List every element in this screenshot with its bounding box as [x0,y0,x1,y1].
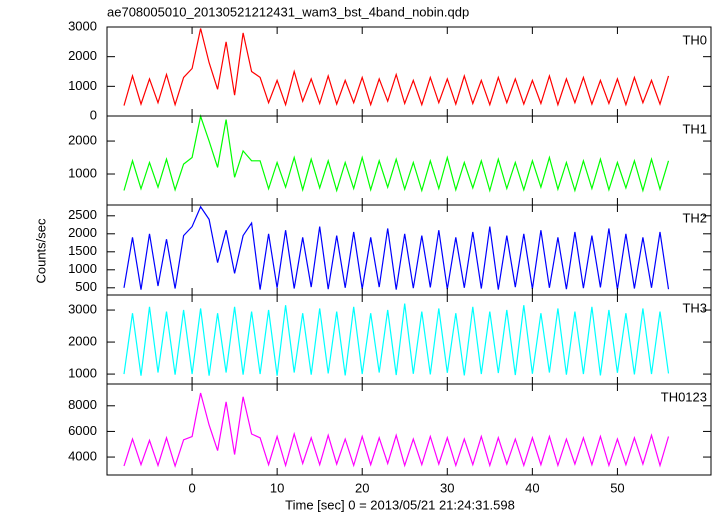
x-tick-label: 10 [270,480,284,495]
light-curve [123,303,670,376]
x-tick-label: 20 [355,480,369,495]
y-tick-label: 2000 [68,225,97,240]
light-curve [123,205,670,290]
y-tick-label: 8000 [68,397,97,412]
light-curve [123,114,670,193]
y-tick-label: 500 [75,279,97,294]
y-tick-label: 2000 [68,333,97,348]
y-tick-label: 4000 [68,448,97,463]
light-curve [123,392,670,468]
y-tick-label: 2000 [68,48,97,63]
y-tick-label: 0 [90,107,97,122]
x-tick-label: 0 [188,480,195,495]
x-axis-label: Time [sec] 0 = 2013/05/21 21:24:31.598 [285,497,515,512]
y-axis-label: Counts/sec [33,218,48,284]
y-tick-label: 1000 [68,261,97,276]
y-tick-label: 3000 [68,18,97,33]
panel-label: TH2 [682,210,707,225]
x-tick-label: 40 [525,480,539,495]
chart-title: ae708005010_20130521212431_wam3_bst_4ban… [107,4,469,19]
panel-label: TH3 [682,300,707,315]
panel-frame [106,383,712,476]
x-tick-label: 50 [610,480,624,495]
y-tick-label: 3000 [68,301,97,316]
panel-label: TH0123 [661,389,707,404]
y-tick-label: 1000 [68,165,97,180]
y-tick-label: 2000 [68,132,97,147]
y-tick-label: 1500 [68,243,97,258]
y-tick-label: 6000 [68,423,97,438]
panel-frame [106,204,712,296]
x-tick-label: 30 [440,480,454,495]
panel-label: TH0 [682,32,707,47]
y-tick-label: 1000 [68,366,97,381]
y-tick-label: 2500 [68,207,97,222]
panel-label: TH1 [682,121,707,136]
light-curve [123,28,670,107]
y-tick-label: 1000 [68,78,97,93]
